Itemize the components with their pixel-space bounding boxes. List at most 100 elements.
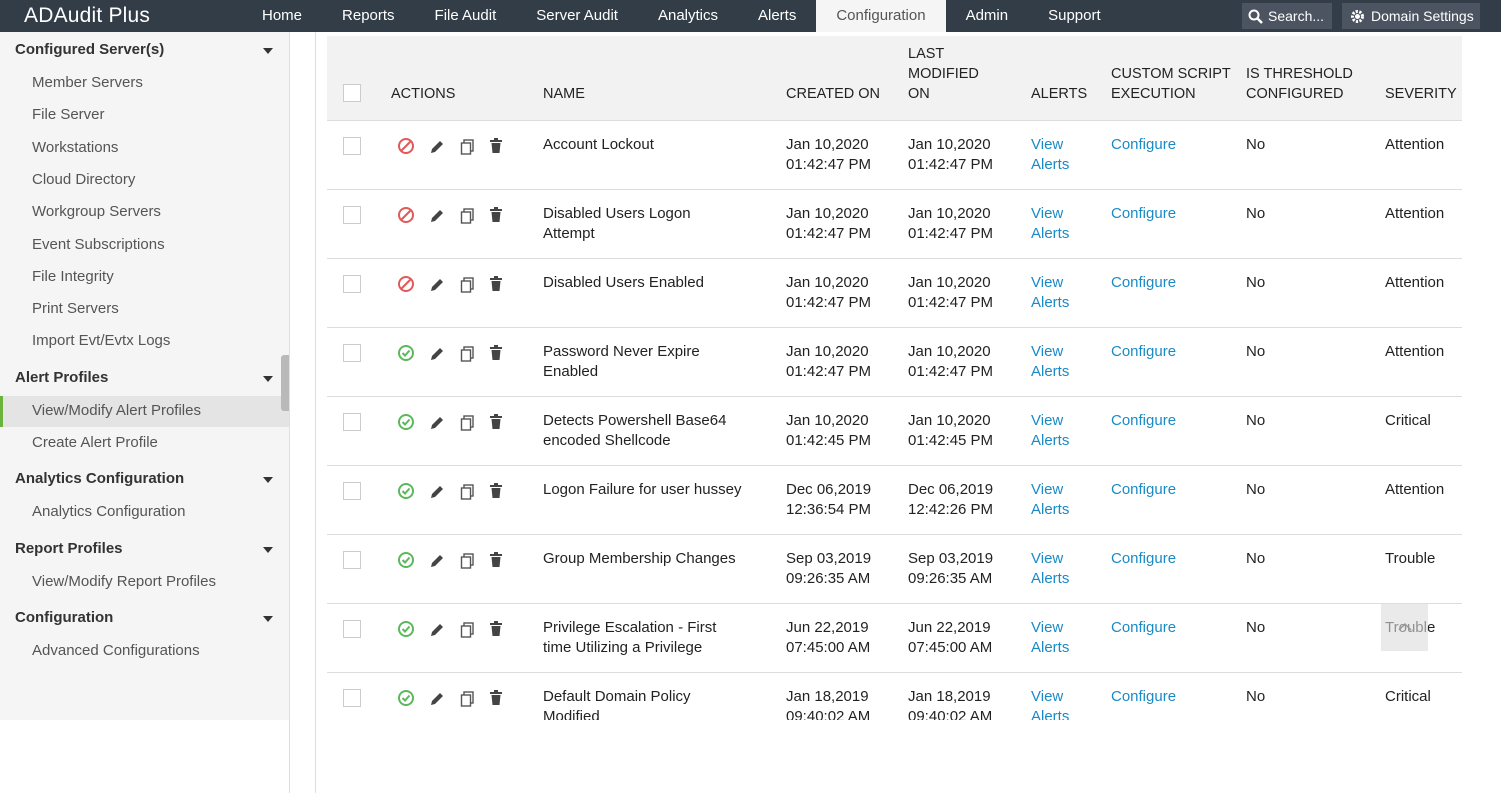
scroll-top-button[interactable] bbox=[1381, 604, 1428, 651]
search-box[interactable]: Search... bbox=[1242, 3, 1332, 29]
nav-item[interactable]: File Audit bbox=[434, 7, 497, 24]
row-checkbox[interactable] bbox=[343, 275, 361, 293]
edit-icon[interactable] bbox=[428, 207, 446, 225]
view-alerts-link[interactable]: View Alerts bbox=[1031, 412, 1070, 449]
copy-icon[interactable] bbox=[459, 414, 477, 432]
configure-link[interactable]: Configure bbox=[1111, 205, 1177, 222]
profile-name[interactable]: Disabled Users Enabled bbox=[543, 274, 704, 291]
delete-icon[interactable] bbox=[487, 482, 505, 500]
delete-icon[interactable] bbox=[487, 344, 505, 362]
copy-icon[interactable] bbox=[459, 483, 477, 501]
delete-icon[interactable] bbox=[487, 206, 505, 224]
profile-name[interactable]: Detects Powershell Base64 encoded Shellc… bbox=[543, 412, 727, 449]
nav-item[interactable]: Analytics bbox=[657, 7, 718, 24]
row-checkbox[interactable] bbox=[343, 413, 361, 431]
enabled-icon[interactable] bbox=[397, 620, 415, 638]
menu-item[interactable]: Workstations bbox=[32, 138, 119, 156]
nav-item[interactable]: Admin bbox=[965, 7, 1009, 24]
column-header[interactable]: IS THRESHOLD CONFIGURED bbox=[1246, 66, 1353, 102]
column-header[interactable]: CREATED ON bbox=[786, 86, 880, 102]
disabled-icon[interactable] bbox=[397, 137, 415, 155]
menu-item[interactable]: Event Subscriptions bbox=[32, 235, 165, 253]
nav-item[interactable]: Server Audit bbox=[536, 7, 618, 24]
profile-name[interactable]: Password Never Expire Enabled bbox=[543, 343, 700, 380]
delete-icon[interactable] bbox=[487, 551, 505, 569]
menu-item[interactable]: View/Modify Alert Profiles bbox=[32, 401, 201, 419]
disabled-icon[interactable] bbox=[397, 206, 415, 224]
edit-icon[interactable] bbox=[428, 552, 446, 570]
row-checkbox[interactable] bbox=[343, 551, 361, 569]
column-header[interactable]: ACTIONS bbox=[391, 86, 456, 102]
edit-icon[interactable] bbox=[428, 276, 446, 294]
section-title[interactable]: Alert Profiles bbox=[15, 368, 109, 386]
nav-item[interactable]: Reports bbox=[342, 7, 395, 24]
column-header[interactable]: SEVERITY bbox=[1385, 86, 1457, 102]
delete-icon[interactable] bbox=[487, 620, 505, 638]
copy-icon[interactable] bbox=[459, 345, 477, 363]
profile-name[interactable]: Logon Failure for user hussey bbox=[543, 481, 742, 498]
copy-icon[interactable] bbox=[459, 276, 477, 294]
edit-icon[interactable] bbox=[428, 621, 446, 639]
menu-item[interactable]: File Integrity bbox=[32, 267, 114, 285]
configure-link[interactable]: Configure bbox=[1111, 550, 1177, 567]
edit-icon[interactable] bbox=[428, 483, 446, 501]
delete-icon[interactable] bbox=[487, 137, 505, 155]
menu-item[interactable]: File Server bbox=[32, 106, 105, 124]
section-title[interactable]: Configuration bbox=[15, 608, 114, 626]
menu-item[interactable]: Create Alert Profile bbox=[32, 434, 158, 451]
section-caret[interactable] bbox=[263, 546, 273, 553]
enabled-icon[interactable] bbox=[397, 551, 415, 569]
view-alerts-link[interactable]: View Alerts bbox=[1031, 136, 1070, 173]
disabled-icon[interactable] bbox=[397, 275, 415, 293]
menu-item[interactable]: Advanced Configurations bbox=[32, 641, 200, 659]
section-title[interactable]: Report Profiles bbox=[15, 539, 123, 557]
menu-item[interactable]: Import Evt/Evtx Logs bbox=[32, 332, 171, 350]
logo[interactable]: ADAudit Plus bbox=[24, 4, 151, 27]
delete-icon[interactable] bbox=[487, 689, 505, 707]
sidebar-toggle[interactable] bbox=[281, 355, 289, 411]
edit-icon[interactable] bbox=[428, 690, 446, 708]
view-alerts-link[interactable]: View Alerts bbox=[1031, 688, 1070, 720]
row-checkbox[interactable] bbox=[343, 137, 361, 155]
view-alerts-link[interactable]: View Alerts bbox=[1031, 274, 1070, 311]
row-checkbox[interactable] bbox=[343, 482, 361, 500]
section-title[interactable]: Configured Server(s) bbox=[15, 41, 165, 58]
enabled-icon[interactable] bbox=[397, 413, 415, 431]
enabled-icon[interactable] bbox=[397, 689, 415, 707]
edit-icon[interactable] bbox=[428, 138, 446, 156]
column-header[interactable]: LAST MODIFIED ON bbox=[908, 46, 979, 102]
section-caret[interactable] bbox=[263, 615, 273, 622]
section-title[interactable]: Analytics Configuration bbox=[15, 470, 185, 488]
delete-icon[interactable] bbox=[487, 275, 505, 293]
delete-icon[interactable] bbox=[487, 413, 505, 431]
copy-icon[interactable] bbox=[459, 138, 477, 156]
section-caret[interactable] bbox=[263, 48, 273, 54]
menu-item[interactable]: Cloud Directory bbox=[32, 170, 136, 188]
section-caret[interactable] bbox=[263, 477, 273, 484]
menu-item[interactable]: Print Servers bbox=[32, 300, 119, 318]
configure-link[interactable]: Configure bbox=[1111, 274, 1177, 291]
column-header[interactable]: CUSTOM SCRIPT EXECUTION bbox=[1111, 66, 1231, 102]
configure-link[interactable]: Configure bbox=[1111, 688, 1177, 705]
copy-icon[interactable] bbox=[459, 621, 477, 639]
copy-icon[interactable] bbox=[459, 552, 477, 570]
edit-icon[interactable] bbox=[428, 345, 446, 363]
enabled-icon[interactable] bbox=[397, 344, 415, 362]
nav-item[interactable]: Configuration bbox=[816, 0, 946, 32]
column-header[interactable]: NAME bbox=[543, 86, 585, 102]
view-alerts-link[interactable]: View Alerts bbox=[1031, 481, 1070, 518]
configure-link[interactable]: Configure bbox=[1111, 343, 1177, 360]
select-all-checkbox[interactable] bbox=[343, 84, 361, 102]
configure-link[interactable]: Configure bbox=[1111, 412, 1177, 429]
row-checkbox[interactable] bbox=[343, 689, 361, 707]
menu-item[interactable]: Member Servers bbox=[32, 74, 143, 91]
view-alerts-link[interactable]: View Alerts bbox=[1031, 619, 1070, 656]
menu-item[interactable]: Analytics Configuration bbox=[32, 503, 186, 521]
nav-item[interactable]: Alerts bbox=[758, 7, 797, 24]
menu-item[interactable]: Workgroup Servers bbox=[32, 203, 161, 221]
profile-name[interactable]: Privilege Escalation - First time Utiliz… bbox=[543, 619, 717, 656]
edit-icon[interactable] bbox=[428, 414, 446, 432]
profile-name[interactable]: Disabled Users Logon Attempt bbox=[543, 205, 691, 242]
row-checkbox[interactable] bbox=[343, 206, 361, 224]
profile-name[interactable]: Default Domain Policy Modified bbox=[543, 688, 691, 720]
